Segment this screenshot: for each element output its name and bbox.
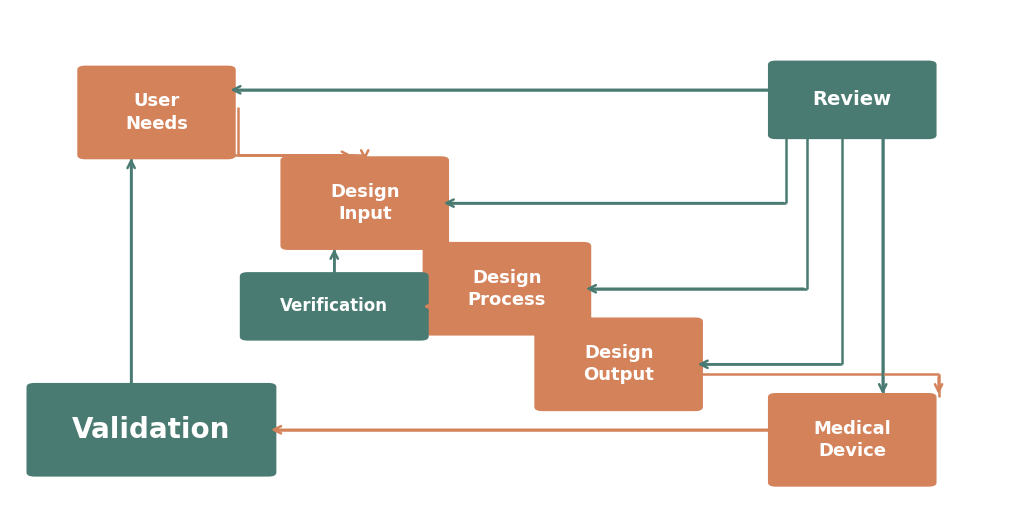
Text: User
Needs: User Needs: [125, 92, 188, 133]
FancyBboxPatch shape: [768, 393, 937, 487]
Text: Design
Process: Design Process: [468, 269, 546, 309]
FancyBboxPatch shape: [27, 383, 276, 477]
FancyBboxPatch shape: [77, 66, 236, 159]
FancyBboxPatch shape: [240, 272, 429, 340]
FancyBboxPatch shape: [423, 242, 591, 335]
Text: Review: Review: [813, 90, 892, 110]
Text: Design
Output: Design Output: [584, 344, 654, 385]
Text: Validation: Validation: [73, 416, 230, 444]
FancyBboxPatch shape: [768, 60, 937, 139]
Text: Medical
Device: Medical Device: [813, 420, 891, 460]
FancyBboxPatch shape: [281, 156, 450, 250]
Text: Verification: Verification: [281, 297, 388, 315]
FancyBboxPatch shape: [535, 317, 702, 411]
Text: Design
Input: Design Input: [330, 183, 399, 223]
